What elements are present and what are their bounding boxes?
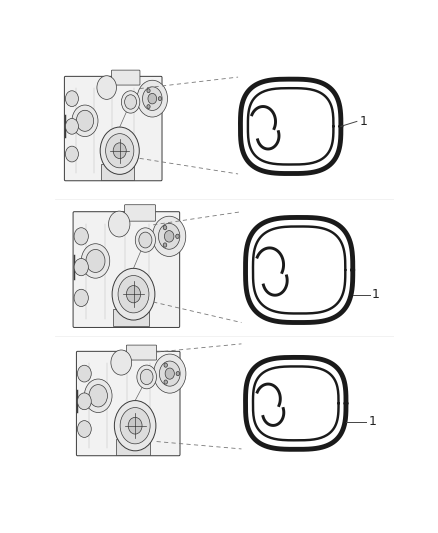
Circle shape	[85, 379, 112, 413]
FancyBboxPatch shape	[127, 345, 157, 360]
Circle shape	[78, 393, 91, 410]
Circle shape	[154, 354, 186, 393]
FancyBboxPatch shape	[73, 212, 180, 327]
Circle shape	[112, 268, 155, 320]
Circle shape	[78, 421, 91, 438]
Circle shape	[164, 380, 167, 384]
Circle shape	[135, 228, 155, 252]
Circle shape	[139, 232, 152, 248]
Bar	[101, 164, 134, 180]
Circle shape	[159, 223, 180, 249]
Circle shape	[147, 104, 150, 109]
Circle shape	[142, 87, 162, 110]
Circle shape	[152, 216, 186, 256]
Circle shape	[74, 259, 88, 276]
Circle shape	[147, 88, 150, 93]
Circle shape	[65, 91, 78, 107]
Circle shape	[74, 228, 88, 245]
Circle shape	[158, 96, 162, 101]
FancyBboxPatch shape	[124, 205, 155, 221]
Circle shape	[100, 127, 139, 174]
Circle shape	[109, 211, 130, 237]
Circle shape	[176, 234, 179, 238]
Circle shape	[114, 401, 156, 451]
Bar	[113, 309, 149, 326]
Circle shape	[89, 385, 107, 407]
Circle shape	[159, 361, 180, 386]
FancyBboxPatch shape	[64, 76, 162, 181]
Circle shape	[121, 91, 140, 113]
Circle shape	[137, 365, 156, 389]
Circle shape	[86, 249, 105, 272]
Circle shape	[72, 105, 98, 136]
Circle shape	[164, 363, 167, 367]
Circle shape	[148, 93, 157, 104]
Circle shape	[81, 244, 110, 278]
FancyBboxPatch shape	[111, 70, 140, 85]
Circle shape	[97, 76, 117, 99]
Circle shape	[74, 289, 88, 306]
Text: 1: 1	[359, 115, 367, 128]
Circle shape	[120, 408, 150, 444]
Circle shape	[78, 365, 91, 382]
Circle shape	[128, 417, 142, 434]
Circle shape	[65, 146, 78, 162]
Circle shape	[111, 350, 132, 375]
Circle shape	[124, 95, 137, 109]
Circle shape	[113, 143, 126, 159]
Circle shape	[164, 231, 174, 242]
Bar	[116, 439, 150, 455]
Circle shape	[176, 372, 180, 376]
Text: 1: 1	[369, 415, 377, 429]
FancyBboxPatch shape	[76, 351, 180, 456]
Circle shape	[76, 110, 94, 131]
Circle shape	[163, 243, 167, 247]
Text: 1: 1	[372, 288, 380, 301]
Circle shape	[106, 134, 134, 168]
Circle shape	[65, 118, 78, 134]
Circle shape	[137, 80, 167, 117]
Circle shape	[163, 225, 167, 230]
Circle shape	[165, 368, 174, 379]
Circle shape	[140, 369, 153, 385]
Circle shape	[118, 276, 149, 313]
Circle shape	[127, 286, 141, 303]
